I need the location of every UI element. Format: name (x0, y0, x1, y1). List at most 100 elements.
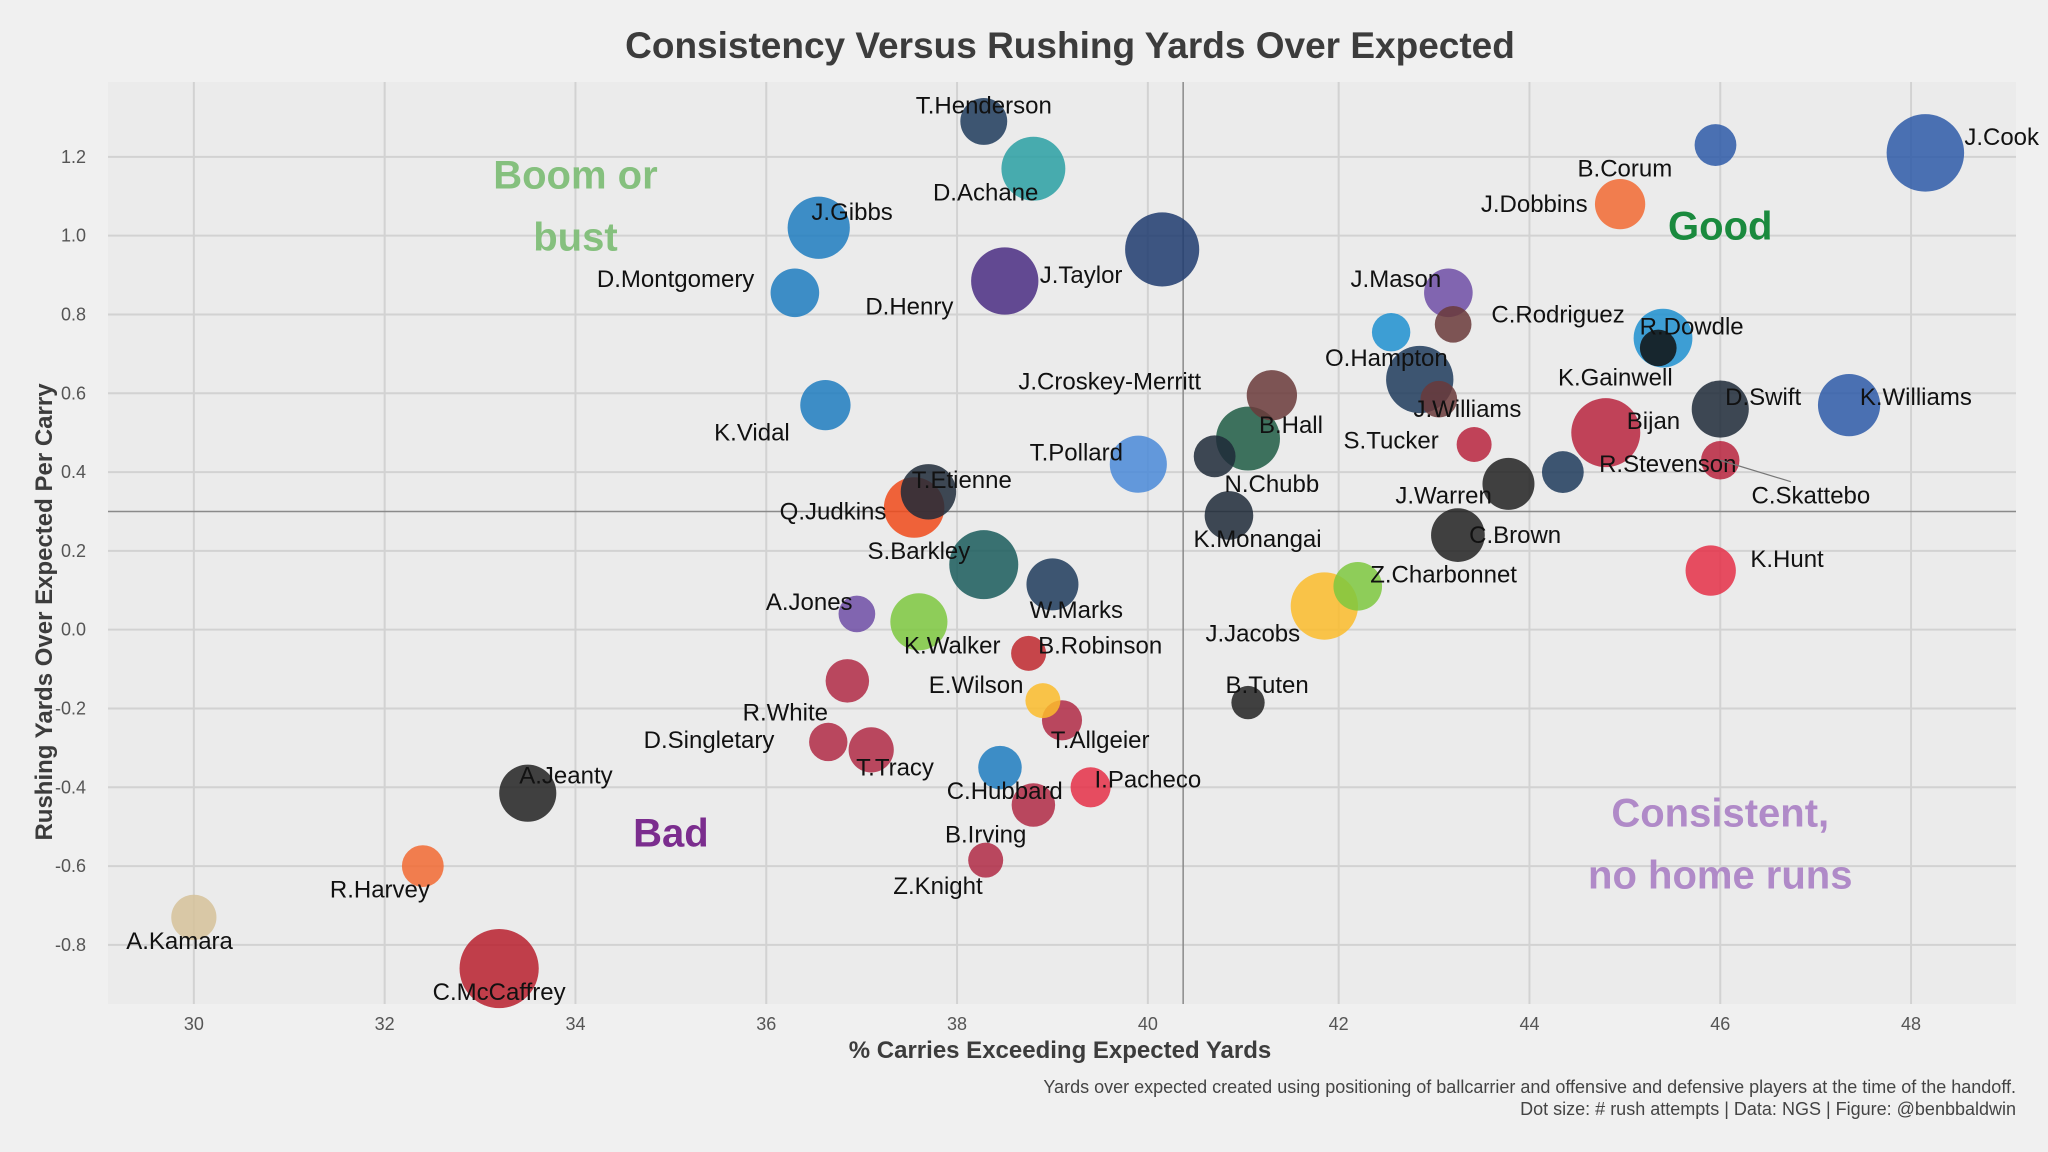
data-point (787, 196, 850, 259)
point-label: K.Gainwell (1558, 365, 1673, 392)
x-axis-label: % Carries Exceeding Expected Yards (849, 1037, 1271, 1064)
point-label: Q.Judkins (780, 498, 887, 525)
point-label: T.Allgeier (1051, 727, 1150, 754)
data-point (1431, 508, 1485, 562)
data-point (1204, 491, 1254, 540)
data-point (1817, 373, 1881, 437)
data-point (971, 247, 1039, 315)
data-point (1639, 329, 1677, 367)
data-point (1109, 435, 1167, 493)
point-label: A.Jones (766, 589, 853, 616)
point-label: E.Wilson (929, 672, 1024, 699)
point-label: K.Vidal (714, 420, 790, 447)
data-point (960, 97, 1008, 145)
data-point (800, 379, 851, 431)
data-point (1246, 370, 1298, 421)
y-tick-label: 0.6 (61, 383, 86, 403)
data-point (1694, 124, 1737, 166)
point-label: B.Tuten (1226, 672, 1309, 699)
point-label: O.Hampton (1325, 345, 1448, 372)
y-tick-label: 1.0 (61, 226, 86, 246)
data-point (1025, 683, 1061, 719)
point-label: J.Williams (1413, 396, 1521, 423)
x-tick-label: 32 (375, 1014, 395, 1034)
data-point (838, 595, 876, 633)
quadrant-label: Boom or bust (493, 153, 657, 259)
point-label: C.Skattebo (1752, 483, 1871, 510)
quadrant-label: Bad (633, 811, 709, 855)
point-label: C.Brown (1469, 522, 1561, 549)
x-tick-label: 30 (184, 1014, 204, 1034)
point-label: J.Jacobs (1205, 621, 1300, 648)
point-label: Z.Charbonnet (1370, 562, 1517, 589)
data-point (1011, 783, 1056, 827)
data-point (1424, 268, 1473, 318)
data-point (1333, 562, 1383, 611)
data-point (949, 530, 1019, 600)
x-tick-labels: 30 32 34 36 38 40 42 44 46 48 (184, 1014, 1921, 1034)
quadrant-labels: Boom or bust Good Bad Consistent, no home run… (493, 153, 1852, 897)
x-tick-label: 40 (1138, 1014, 1158, 1034)
data-point (1482, 457, 1535, 510)
data-point (1594, 178, 1646, 230)
data-point (1685, 545, 1736, 596)
data-point (1571, 398, 1641, 468)
caption-line-2: Dot size: # rush attempts | Data: NGS | … (1520, 1099, 2016, 1119)
y-tick-label: -0.2 (55, 698, 86, 718)
point-label: D.Swift (1725, 384, 1801, 411)
data-point (1193, 435, 1236, 478)
data-point (401, 845, 444, 887)
point-label: J.Mason (1351, 266, 1442, 293)
data-points (171, 97, 1965, 1009)
data-point (499, 764, 557, 822)
data-point (1456, 426, 1492, 462)
data-point (1371, 313, 1411, 352)
point-label: B.Robinson (1038, 632, 1162, 659)
y-tick-label: -0.6 (55, 856, 86, 876)
data-point (770, 268, 820, 318)
point-label: J.Dobbins (1481, 191, 1588, 218)
point-label: J.Croskey-Merritt (1018, 368, 1201, 395)
point-label: N.Chubb (1225, 471, 1320, 498)
point-labels: J.Cook B.Corum J.Dobbins T.Henderson D.Achan… (126, 93, 2040, 1007)
data-point (1541, 451, 1584, 493)
x-tick-label: 42 (1329, 1014, 1349, 1034)
x-tick-label: 48 (1901, 1014, 1921, 1034)
point-label: R.Stevenson (1599, 451, 1736, 478)
data-point (1070, 767, 1111, 808)
point-label: T.Henderson (916, 93, 1052, 120)
point-label: B.Corum (1578, 156, 1673, 183)
point-label: W.Marks (1030, 597, 1123, 624)
x-tick-label: 38 (947, 1014, 967, 1034)
point-label: R.Dowdle (1640, 313, 1744, 340)
point-label: D.Achane (933, 179, 1038, 206)
data-point (459, 928, 539, 1009)
point-label: J.Cook (1964, 124, 2040, 151)
data-point (900, 464, 957, 520)
y-tick-label: 0.4 (61, 462, 86, 482)
data-point (825, 659, 870, 703)
point-label: A.Jeanty (519, 762, 612, 789)
data-point (1886, 114, 1965, 192)
y-tick-label: -0.8 (55, 935, 86, 955)
data-point (1691, 380, 1749, 438)
chart-title: Consistency Versus Rushing Yards Over Ex… (625, 25, 1515, 66)
point-label: B.Hall (1259, 412, 1323, 439)
x-tick-label: 36 (756, 1014, 776, 1034)
point-label: K.Walker (904, 632, 1000, 659)
point-label: K.Williams (1860, 384, 1972, 411)
point-label: C.Rodriguez (1491, 301, 1624, 328)
y-tick-label: 0.8 (61, 304, 86, 324)
y-tick-labels: -0.8 -0.6 -0.4 -0.2 0.0 0.2 0.4 0.6 0.8 1.0 1.2 (55, 147, 86, 955)
y-tick-label: 0.0 (61, 620, 86, 640)
y-tick-label: 1.2 (61, 147, 86, 167)
point-label: I.Pacheco (1094, 766, 1201, 793)
data-point (1125, 212, 1200, 287)
point-label: T.Tracy (856, 755, 934, 782)
data-point (1001, 136, 1066, 201)
point-label: B.Irving (945, 822, 1026, 849)
point-label: J.Warren (1395, 483, 1491, 510)
point-label: S.Barkley (868, 538, 971, 565)
quadrant-label: Consistent, no home runs (1588, 792, 1852, 898)
